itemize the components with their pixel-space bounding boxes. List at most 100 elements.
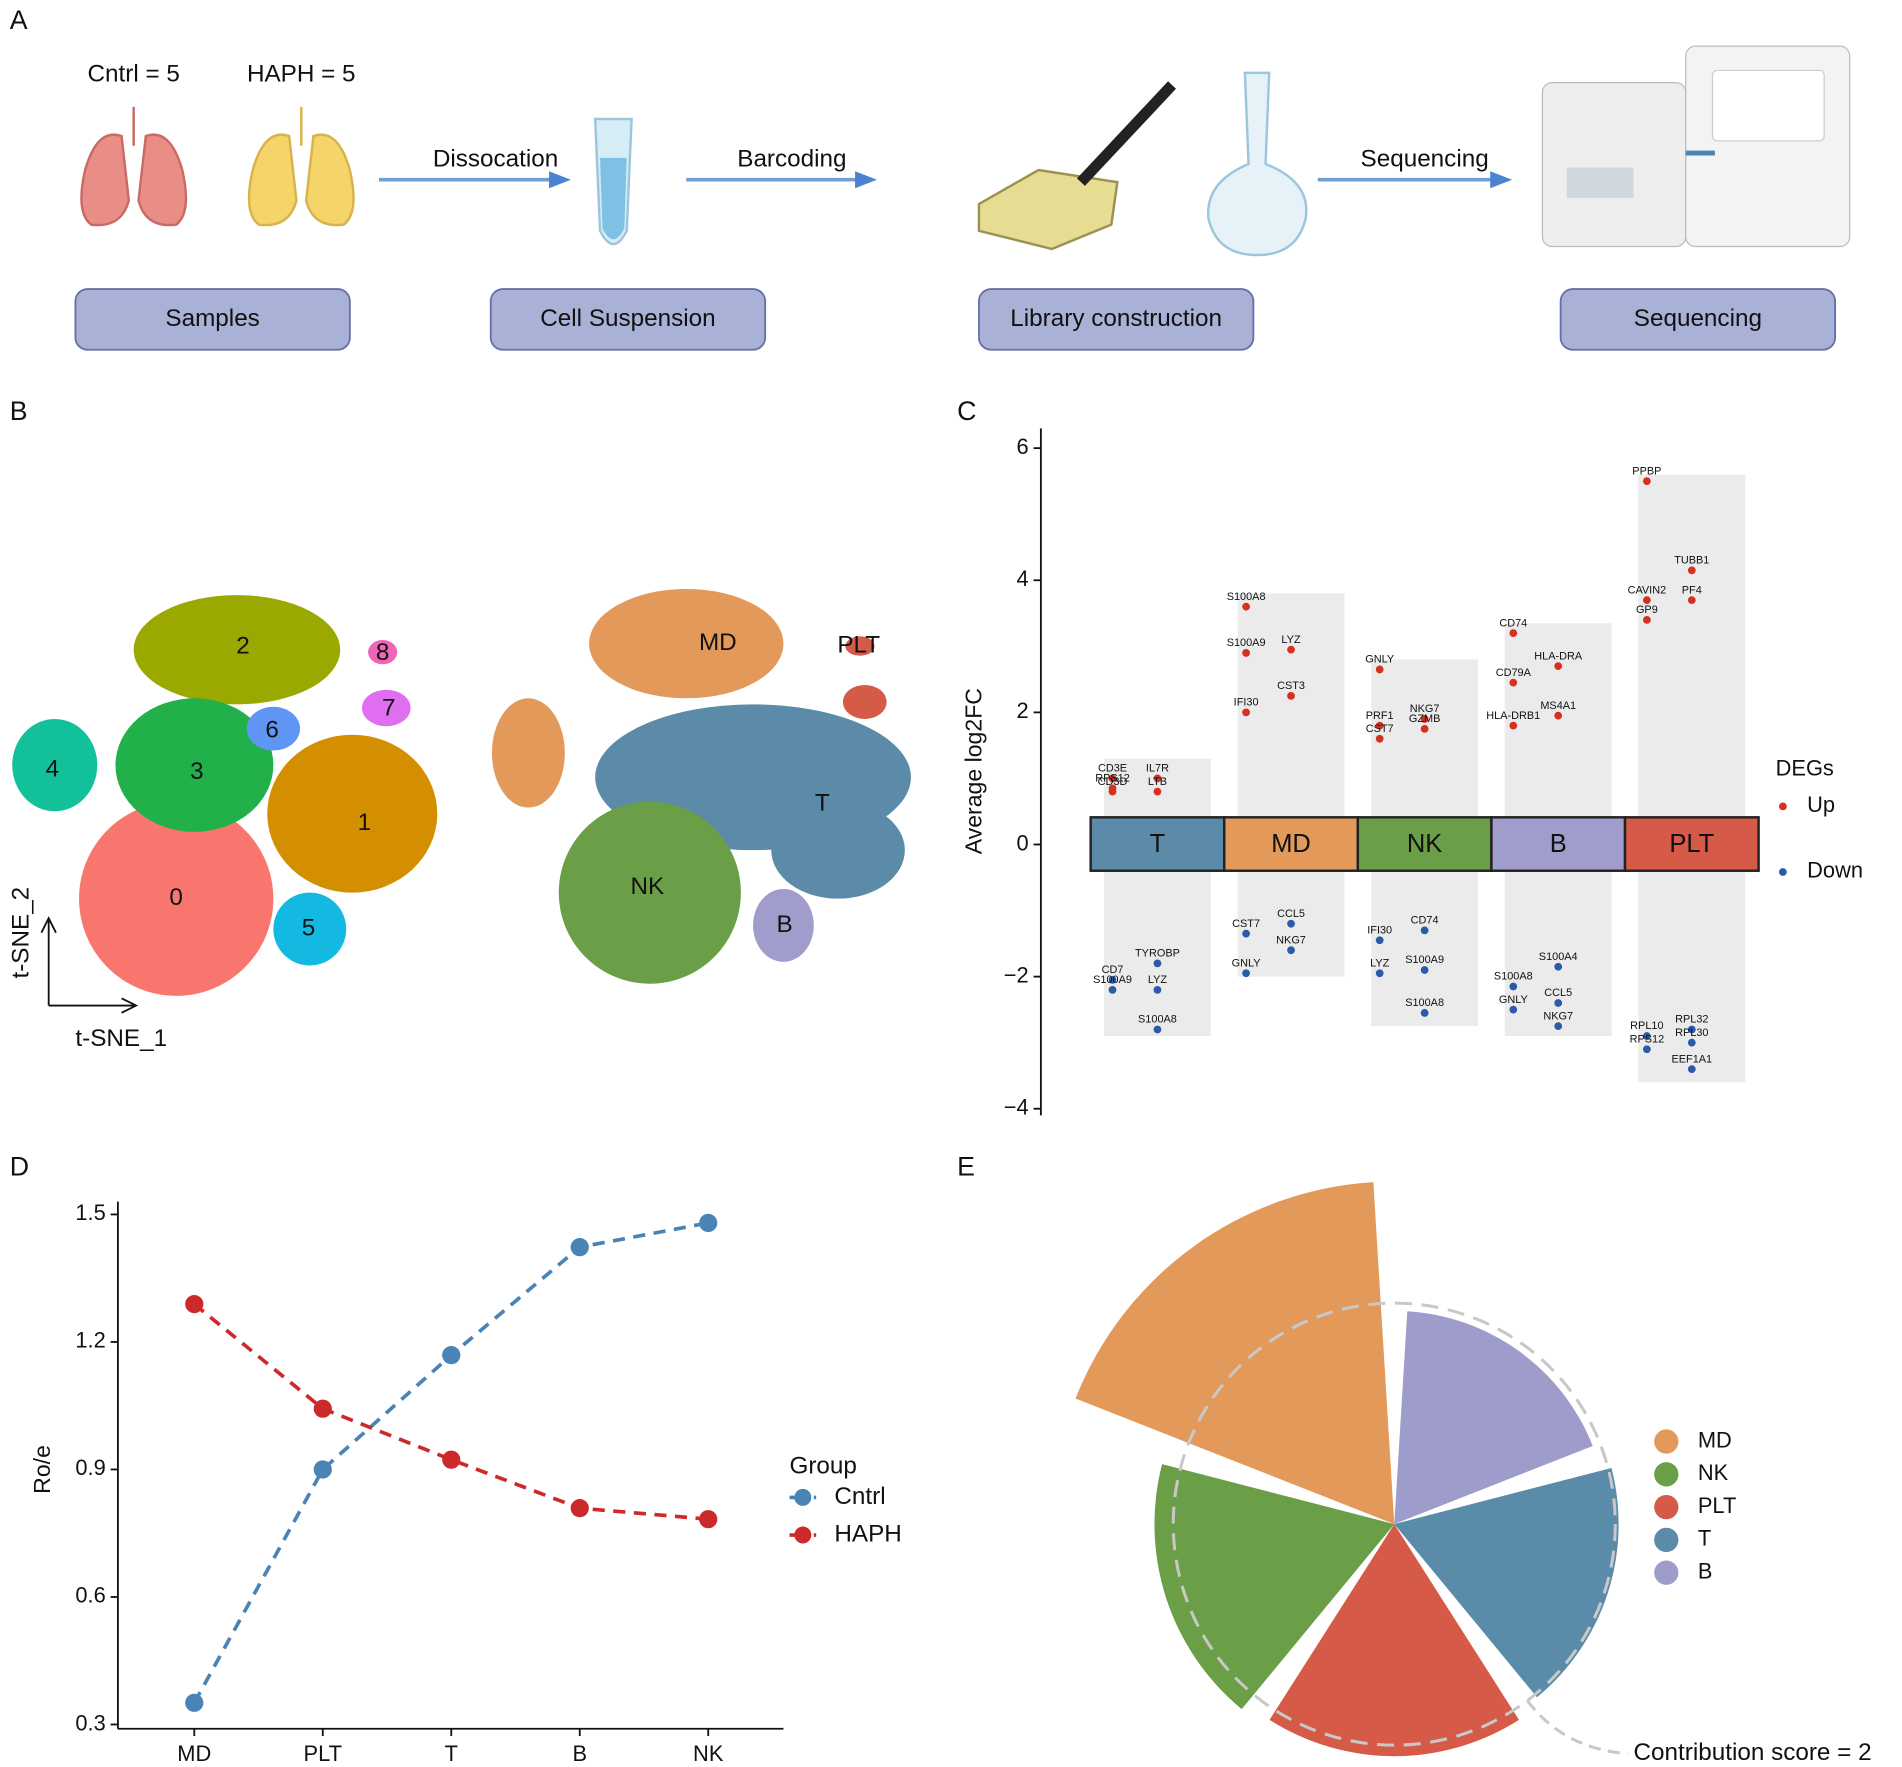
cluster-blob [842, 684, 887, 719]
legend-swatch [1779, 868, 1787, 876]
cluster-label: B [777, 911, 793, 938]
gene-label: MS4A1 [1540, 700, 1576, 712]
group-label: MD [1271, 830, 1311, 858]
gene-point [1108, 985, 1117, 994]
gene-point [1642, 477, 1651, 486]
group-label: PLT [1669, 830, 1714, 858]
gene-label: LTB [1148, 776, 1167, 788]
reference-circle [1171, 1301, 1617, 1747]
cluster-label: PLT [837, 631, 880, 658]
gene-label: HLA-DRB1 [1486, 710, 1540, 722]
gene-label: GNLY [1499, 994, 1529, 1006]
sequencer-icon [1541, 81, 1687, 248]
gene-point [1375, 721, 1384, 730]
gene-point [1375, 969, 1384, 978]
y-axis-label: t-SNE_2 [7, 887, 34, 979]
legend-title: DEGs [1776, 756, 1834, 781]
panel-label: B [10, 396, 28, 426]
cluster-label: T [815, 789, 830, 816]
y-tick-label: 6 [1017, 434, 1029, 459]
y-tick-label: −2 [1004, 962, 1029, 987]
gene-point [1420, 715, 1429, 723]
gene-point [1509, 629, 1518, 637]
sequencer-screen [1711, 69, 1825, 142]
y-tick-label: 4 [1017, 566, 1029, 591]
legend-label: NK [1698, 1460, 1729, 1485]
gene-label: CST7 [1366, 723, 1394, 735]
group-count: HAPH = 5 [247, 61, 356, 88]
gene-label: S100A9 [1093, 974, 1132, 986]
group-label: B [1550, 830, 1567, 858]
gene-label: RPL32 [1675, 1014, 1708, 1026]
series-point [570, 1238, 589, 1257]
series-point [442, 1346, 461, 1365]
y-tick-label: 1.2 [75, 1328, 105, 1353]
gene-label: S100A9 [1405, 954, 1444, 966]
legend-label: MD [1698, 1427, 1732, 1452]
gene-label: RPL30 [1675, 1027, 1708, 1039]
rose-sector [1154, 1464, 1395, 1710]
cluster-blob [115, 698, 274, 832]
step-box [489, 288, 767, 351]
gene-label: CCL5 [1277, 908, 1305, 920]
gene-label: CST3 [1277, 680, 1305, 692]
y-axis-label: Ro/e [29, 1445, 55, 1494]
legend-swatch [1654, 1429, 1679, 1454]
series-point [185, 1693, 204, 1712]
cluster-blob [273, 892, 347, 966]
arrow-head [1490, 171, 1513, 189]
cluster-blob [368, 640, 398, 665]
rose-sector [1394, 1311, 1593, 1525]
gene-point [1153, 774, 1162, 783]
gene-label: NKG7 [1543, 1010, 1573, 1022]
gene-label: NKG7 [1410, 703, 1440, 715]
panel-label: D [10, 1151, 29, 1181]
panel-label: C [957, 396, 976, 426]
lung-icon [80, 106, 188, 227]
gene-label: RPL10 [1630, 1020, 1663, 1032]
gene-label: CD74 [1411, 915, 1439, 927]
gene-label: IL7R [1146, 763, 1169, 775]
gene-label: TYROBP [1135, 948, 1180, 960]
cluster-blob [558, 801, 741, 984]
gene-label: IFI30 [1234, 697, 1259, 709]
flask-icon [1207, 71, 1308, 257]
gene-point [1509, 1005, 1518, 1014]
legend-label: Up [1807, 792, 1835, 817]
series-point [313, 1460, 332, 1479]
rose-sector [1075, 1182, 1395, 1525]
gene-point [1554, 662, 1563, 671]
gene-point [1687, 596, 1696, 604]
step-label: Cell Suspension [540, 305, 715, 332]
cluster-label: 4 [46, 755, 60, 782]
gene-label: NKG7 [1276, 934, 1306, 946]
step-label: Sequencing [1634, 305, 1762, 332]
rose-sector [1394, 1467, 1619, 1698]
legend-swatch [1654, 1560, 1679, 1585]
x-tick-label: MD [177, 1741, 211, 1766]
gene-label: CST7 [1232, 918, 1260, 930]
gene-label: S100A8 [1405, 997, 1444, 1009]
gene-label: CD7 [1102, 964, 1124, 976]
gene-label: TUBB1 [1674, 555, 1709, 567]
gene-label: PF4 [1682, 584, 1702, 596]
gene-point [1509, 678, 1518, 687]
gene-label: CAVIN2 [1628, 584, 1667, 596]
cluster-blob [753, 888, 814, 962]
gene-point [1687, 1025, 1696, 1034]
gene-point [1153, 985, 1162, 994]
series-point [699, 1510, 718, 1529]
gene-point [1554, 962, 1563, 971]
gene-point [1242, 649, 1250, 657]
cluster-blob [12, 718, 98, 812]
gene-point [1242, 929, 1250, 938]
cluster-label: NK [631, 873, 665, 900]
gene-label: CD3D [1098, 776, 1128, 788]
rose-sector [1269, 1524, 1519, 1757]
gene-label: HLA-DRA [1534, 650, 1583, 662]
gene-point [1287, 946, 1295, 955]
x-tick-label: T [445, 1741, 458, 1766]
group-count: Cntrl = 5 [87, 61, 179, 88]
gene-point [1375, 734, 1384, 743]
cluster-blob [845, 636, 875, 656]
